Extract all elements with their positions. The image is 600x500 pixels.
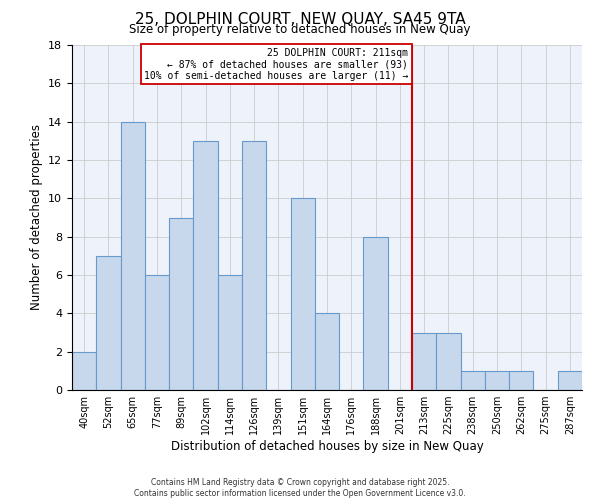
Bar — [509, 371, 533, 390]
Bar — [218, 275, 242, 390]
Bar — [558, 371, 582, 390]
Bar — [364, 236, 388, 390]
Bar — [145, 275, 169, 390]
Bar — [242, 141, 266, 390]
Y-axis label: Number of detached properties: Number of detached properties — [29, 124, 43, 310]
Text: Contains HM Land Registry data © Crown copyright and database right 2025.
Contai: Contains HM Land Registry data © Crown c… — [134, 478, 466, 498]
Bar — [169, 218, 193, 390]
Text: 25 DOLPHIN COURT: 211sqm
← 87% of detached houses are smaller (93)
10% of semi-d: 25 DOLPHIN COURT: 211sqm ← 87% of detach… — [144, 48, 409, 81]
X-axis label: Distribution of detached houses by size in New Quay: Distribution of detached houses by size … — [170, 440, 484, 453]
Text: 25, DOLPHIN COURT, NEW QUAY, SA45 9TA: 25, DOLPHIN COURT, NEW QUAY, SA45 9TA — [134, 12, 466, 28]
Bar — [412, 332, 436, 390]
Bar — [121, 122, 145, 390]
Text: Size of property relative to detached houses in New Quay: Size of property relative to detached ho… — [129, 22, 471, 36]
Bar — [96, 256, 121, 390]
Bar — [290, 198, 315, 390]
Bar — [315, 314, 339, 390]
Bar — [485, 371, 509, 390]
Bar — [461, 371, 485, 390]
Bar — [72, 352, 96, 390]
Bar — [193, 141, 218, 390]
Bar — [436, 332, 461, 390]
